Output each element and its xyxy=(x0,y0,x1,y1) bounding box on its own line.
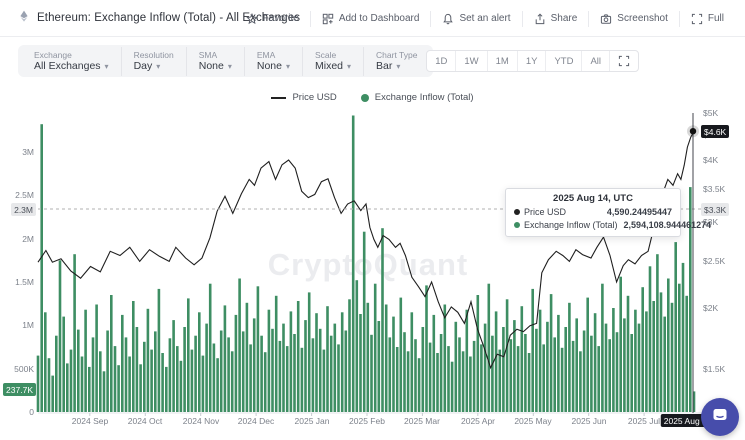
dropdown-scale[interactable]: Scale Mixed ▾ xyxy=(301,46,363,76)
dropdown-sma[interactable]: SMA None ▾ xyxy=(185,46,244,76)
chart-tooltip: 2025 Aug 14, UTC Price USD 4,590.24495447… xyxy=(505,188,711,237)
bell-icon xyxy=(442,13,454,25)
left-axis-tick: 1M xyxy=(22,320,34,330)
chevron-down-icon: ▾ xyxy=(104,61,109,71)
x-axis-tick: 2025 Apr xyxy=(460,416,496,426)
dropdown-ema[interactable]: EMA None ▾ xyxy=(243,46,302,76)
screenshot-button[interactable]: Screenshot xyxy=(588,10,679,27)
crosshair-price-badge: $3.3K xyxy=(701,203,730,216)
right-axis-tick: $5K xyxy=(703,108,719,118)
right-axis-tick: $1.5K xyxy=(703,364,726,374)
add-to-dashboard-button[interactable]: Add to Dashboard xyxy=(309,10,431,27)
right-axis-tick: $2.5K xyxy=(703,256,726,266)
tooltip-date: 2025 Aug 14, UTC xyxy=(553,193,633,204)
inflow-bars-series xyxy=(36,115,701,416)
favorite-button[interactable]: Favorite xyxy=(235,11,310,27)
left-axis-tick: 2.5M xyxy=(15,190,34,200)
share-icon xyxy=(534,12,546,25)
left-axis-tick: 2M xyxy=(22,234,34,244)
chevron-down-icon: ▾ xyxy=(396,61,401,71)
time-range-group: 1D 1W 1M 1Y YTD All xyxy=(426,50,639,72)
left-axis-tick: 500K xyxy=(14,364,34,374)
chart-settings-toolbar: Exchange All Exchanges ▾ Resolution Day ▾ SMA N… xyxy=(18,45,434,77)
legend-item-price[interactable]: Price USD xyxy=(271,92,337,103)
x-axis-tick: 2024 Oct xyxy=(127,416,163,426)
left-axis-tick: 1.5M xyxy=(15,277,34,287)
right-axis-tick: $3K xyxy=(703,217,719,227)
x-axis-tick: 2024 Nov xyxy=(182,416,220,426)
header-action-bar: Favorite Add to Dashboard Set an alert Shar… xyxy=(235,0,735,37)
dropdown-resolution[interactable]: Resolution Day ▾ xyxy=(120,46,186,76)
latest-inflow-badge: 237.7K xyxy=(3,383,36,396)
dropdown-exchange[interactable]: Exchange All Exchanges ▾ xyxy=(34,49,109,72)
full-button[interactable]: Full xyxy=(678,10,735,27)
price-line-series xyxy=(37,130,695,370)
star-icon xyxy=(245,12,258,25)
inflow-dot-swatch xyxy=(360,93,369,102)
x-axis-tick: 2024 Dec xyxy=(237,416,275,426)
range-button-ytd[interactable]: YTD xyxy=(545,51,581,71)
range-expand-icon[interactable] xyxy=(609,51,638,71)
chevron-down-icon: ▾ xyxy=(347,61,352,71)
camera-icon xyxy=(600,13,612,25)
tooltip-row: Price USD 4,590.24495447 xyxy=(514,206,672,219)
left-axis-tick: 0 xyxy=(29,407,34,417)
x-axis-tick: 2025 May xyxy=(514,416,552,426)
page-title: Ethereum: Exchange Inflow (Total) - All … xyxy=(37,12,301,24)
dropdown-chart-type[interactable]: Chart Type Bar ▾ xyxy=(363,46,429,76)
range-button-1w[interactable]: 1W xyxy=(455,51,486,71)
right-axis-tick: $3.5K xyxy=(703,184,726,194)
right-axis-tick: $4K xyxy=(703,155,719,165)
right-axis-tick: $2K xyxy=(703,303,719,313)
chat-widget-button[interactable] xyxy=(701,398,739,436)
range-button-1m[interactable]: 1M xyxy=(486,51,517,71)
x-axis-tick: 2025 Jul xyxy=(627,416,661,426)
chart-header: Ethereum: Exchange Inflow (Total) - All … xyxy=(0,0,745,37)
share-button[interactable]: Share xyxy=(521,10,589,27)
price-line-swatch xyxy=(271,96,287,99)
set-an-alert-button[interactable]: Set an alert xyxy=(430,10,521,27)
range-button-1y[interactable]: 1Y xyxy=(516,51,546,71)
crosshair-inflow-badge: 2.3M xyxy=(11,203,36,216)
chat-bubble-icon xyxy=(711,406,729,429)
legend-item-inflow[interactable]: Exchange Inflow (Total) xyxy=(360,92,474,103)
expand-icon xyxy=(691,13,703,25)
left-axis-tick: 3M xyxy=(22,147,34,157)
x-axis-tick: 2025 Jun xyxy=(571,416,607,426)
chevron-down-icon: ▾ xyxy=(156,61,161,71)
chevron-down-icon: ▾ xyxy=(227,61,232,71)
x-axis-tick: 2025 Mar xyxy=(404,416,440,426)
chart-legend: Price USD Exchange Inflow (Total) xyxy=(0,92,745,103)
tooltip-row: Exchange Inflow (Total) 2,594,108.9444612… xyxy=(514,219,711,232)
dashboard-add-icon xyxy=(322,13,334,25)
latest-price-badge: $4.6K xyxy=(701,125,730,138)
x-axis-tick: 2025 Feb xyxy=(349,416,385,426)
chevron-down-icon: ▾ xyxy=(285,61,290,71)
ethereum-icon xyxy=(18,9,30,27)
x-axis-tick: 2024 Sep xyxy=(71,416,109,426)
cryptoquant-watermark: CryptoQuant xyxy=(267,247,469,282)
x-axis-tick: 2025 Jan xyxy=(294,416,330,426)
range-button-all[interactable]: All xyxy=(581,51,609,71)
range-button-1d[interactable]: 1D xyxy=(435,55,448,67)
